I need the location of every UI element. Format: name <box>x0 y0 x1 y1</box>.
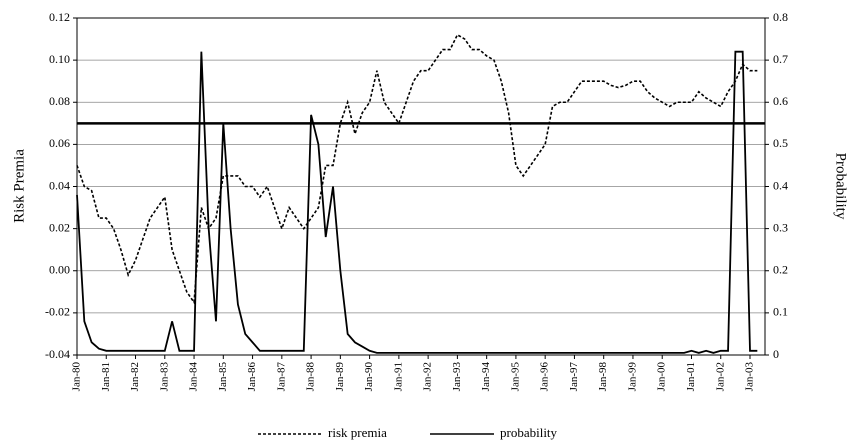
y2-tick-label: 0.3 <box>773 220 788 234</box>
y-tick-label: 0.06 <box>49 136 70 150</box>
x-tick-label: Jan-90 <box>363 362 375 392</box>
y2-tick-label: 0.6 <box>773 94 788 108</box>
y-tick-label: -0.04 <box>45 347 70 361</box>
y-tick-label: 0.10 <box>49 52 70 66</box>
y2-tick-label: 0.7 <box>773 52 788 66</box>
y-axis-title: Risk Premia <box>11 149 27 223</box>
x-tick-label: Jan-80 <box>71 362 83 392</box>
x-tick-label: Jan-85 <box>217 362 229 392</box>
x-tick-label: Jan-92 <box>422 362 434 391</box>
plot-border <box>76 17 766 356</box>
legend-label: probability <box>500 425 558 440</box>
x-tick-label: Jan-91 <box>392 362 404 391</box>
y2-tick-label: 0 <box>773 347 779 361</box>
x-tick-label: Jan-95 <box>509 362 521 392</box>
x-tick-label: Jan-86 <box>246 362 258 392</box>
x-tick-label: Jan-03 <box>744 362 756 392</box>
y2-tick-label: 0.5 <box>773 136 788 150</box>
x-tick-label: Jan-00 <box>656 362 668 392</box>
y2-tick-label: 0.4 <box>773 178 788 192</box>
y2-axis-title: Probability <box>833 153 849 220</box>
series-line <box>76 33 758 305</box>
y-tick-label: 0.04 <box>49 178 70 192</box>
y-tick-label: 0.08 <box>49 94 70 108</box>
legend-label: risk premia <box>328 425 387 440</box>
y-tick-label: 0.00 <box>49 263 70 277</box>
y2-tick-label: 0.8 <box>773 10 788 24</box>
x-tick-label: Jan-88 <box>305 362 317 392</box>
x-tick-label: Jan-96 <box>539 362 551 392</box>
x-tick-label: Jan-94 <box>480 362 492 392</box>
y-tick-label: -0.02 <box>45 305 70 319</box>
x-tick-label: Jan-93 <box>451 362 463 392</box>
x-tick-label: Jan-83 <box>158 362 170 392</box>
y-tick-label: 0.02 <box>49 220 70 234</box>
x-tick-label: Jan-82 <box>129 362 141 391</box>
series-line <box>76 50 758 354</box>
x-tick-label: Jan-98 <box>597 362 609 392</box>
y2-tick-label: 0.2 <box>773 263 788 277</box>
y-tick-label: 0.12 <box>49 10 70 24</box>
x-tick-label: Jan-01 <box>685 362 697 391</box>
x-tick-label: Jan-87 <box>275 362 287 392</box>
x-tick-label: Jan-02 <box>714 362 726 391</box>
x-tick-label: Jan-84 <box>188 362 200 392</box>
x-tick-label: Jan-81 <box>100 362 112 391</box>
x-tick-label: Jan-97 <box>568 362 580 392</box>
x-tick-label: Jan-89 <box>334 362 346 392</box>
x-tick-label: Jan-99 <box>626 362 638 392</box>
y2-tick-label: 0.1 <box>773 305 788 319</box>
